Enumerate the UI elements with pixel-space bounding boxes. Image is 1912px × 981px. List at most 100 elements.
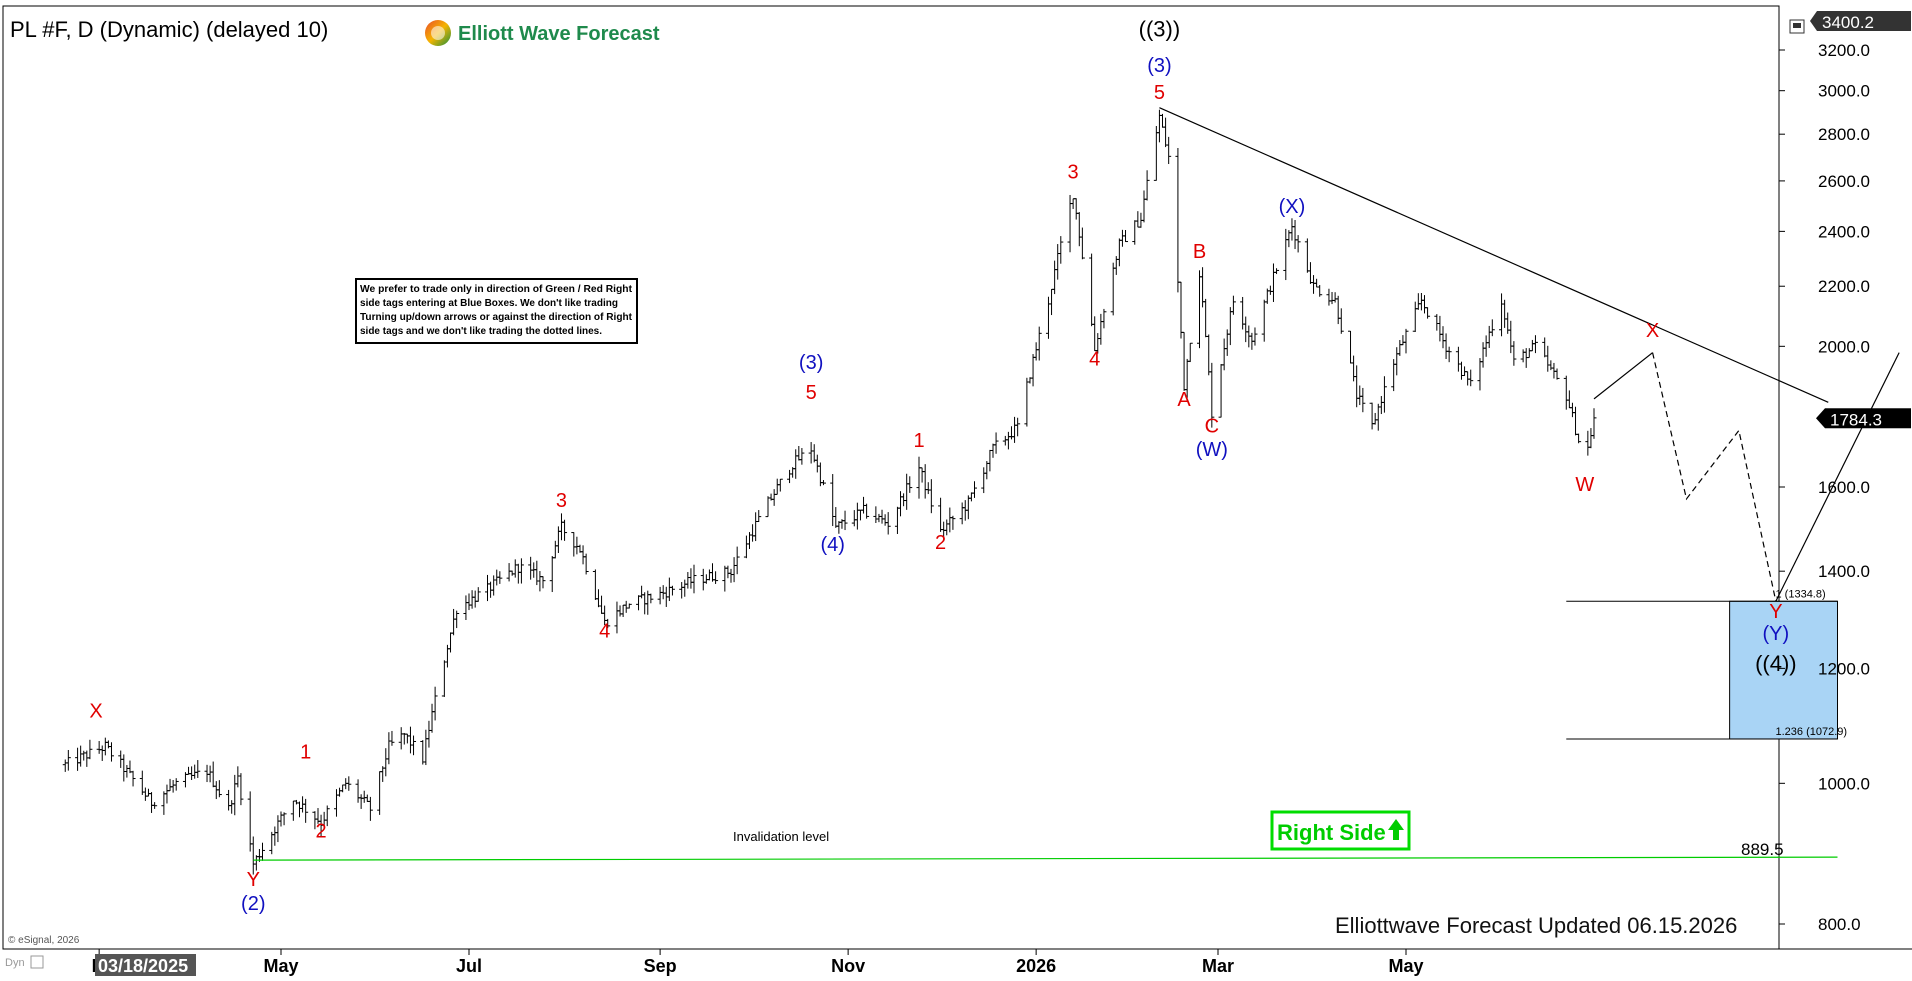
ohlc-bar <box>1079 227 1085 260</box>
ohlc-bar <box>454 610 460 629</box>
ohlc-bar <box>1381 376 1387 413</box>
ohlc-bar <box>1230 295 1236 315</box>
ohlc-bar <box>260 842 266 861</box>
wave-label: ((4)) <box>1755 651 1797 676</box>
updated-text-halo: Elliottwave Forecast Updated 06.15.2026 <box>1335 913 1737 938</box>
ohlc-bar <box>367 796 373 821</box>
ohlc-bar <box>1591 408 1597 439</box>
ohlc-bar <box>152 802 158 809</box>
ohlc-bar <box>411 735 417 756</box>
projection-final-line <box>1775 352 1900 602</box>
ohlc-bar <box>864 503 870 519</box>
ohlc-bar <box>1468 369 1474 387</box>
wave-label: (Y) <box>1763 623 1790 645</box>
ohlc-bar <box>1511 341 1517 366</box>
fib-level-label: 1.236 (1072.9) <box>1776 726 1848 738</box>
y-tick-label: 1600.0 <box>1818 478 1870 497</box>
ohlc-bar <box>324 805 330 827</box>
ohlc-bar <box>562 519 568 541</box>
ohlc-bar <box>583 553 589 575</box>
wave-label: X <box>89 701 102 723</box>
x-tick-label: 2026 <box>1016 956 1056 976</box>
ohlc-bar <box>1166 136 1172 165</box>
wave-label: W <box>1575 474 1594 496</box>
y-tick-label: 2200.0 <box>1818 277 1870 296</box>
y-tick-label: 1200.0 <box>1818 659 1870 678</box>
y-tick-label: 1400.0 <box>1818 562 1870 581</box>
ohlc-bar <box>885 512 891 535</box>
y-tick-label: 2600.0 <box>1818 172 1870 191</box>
ohlc-bar <box>303 798 309 823</box>
x-tick-label: May <box>1388 956 1423 976</box>
time-axis: MMayJulSepNov2026MarMay <box>92 949 1424 976</box>
ohlc-bar <box>1015 417 1021 437</box>
last-price-value: 1784.3 <box>1830 410 1882 429</box>
ohlc-bar <box>756 510 762 523</box>
wave-label: 3 <box>1068 161 1079 183</box>
y-tick-label: 3200.0 <box>1818 41 1870 60</box>
trading-note-line-1: We prefer to trade only in direction of … <box>360 284 633 295</box>
overlay-lines: Invalidation level 889.5 <box>253 107 1900 861</box>
ohlc-bar <box>1554 368 1560 380</box>
wave-label: 2 <box>935 532 946 554</box>
cursor-date: 03/18/2025 <box>98 956 188 976</box>
ohlc-bar <box>971 481 977 498</box>
ohlc-bar <box>238 773 244 806</box>
wave-label: (4) <box>820 534 844 556</box>
x-tick-label: Sep <box>644 956 677 976</box>
last-price-tag <box>1825 408 1911 429</box>
x-tick-label: Mar <box>1202 956 1234 976</box>
ohlc-bar <box>1101 308 1107 329</box>
wave-label: 5 <box>806 382 817 404</box>
x-tick-label: May <box>263 956 298 976</box>
wave-label: Y <box>247 869 260 891</box>
ohlc-bar <box>432 686 438 721</box>
ohlc-bar <box>820 480 826 486</box>
ohlc-bar <box>518 558 524 584</box>
ohlc-bar <box>691 564 697 594</box>
ohlc-bar <box>605 618 611 629</box>
logo-text: Elliott Wave Forecast <box>458 23 660 45</box>
trading-note-border <box>355 278 638 344</box>
wave-label: X <box>1646 320 1659 342</box>
ohlc-bar <box>1489 319 1495 337</box>
settings-icon[interactable] <box>30 955 44 969</box>
top-price-value: 3400.2 <box>1822 13 1874 32</box>
ohlc-bar <box>1144 170 1150 201</box>
ohlc-bar <box>195 760 201 778</box>
y-tick-label: 2000.0 <box>1818 337 1870 356</box>
logo-globe-highlight <box>431 26 445 40</box>
ohlc-bar <box>1123 230 1129 243</box>
ohlc-bar <box>1576 433 1582 444</box>
cursor-date-box <box>95 954 196 976</box>
ohlc-bar <box>842 510 848 531</box>
wave-labels: XY(2)1234(3)5(4)1234((3))(3)5BAC(W)(X)WX… <box>89 16 1796 915</box>
target-box-group: 1 (1334.8) 1.236 (1072.9) <box>1566 588 1848 740</box>
ohlc-bar <box>1036 326 1042 361</box>
trading-note: We prefer to trade only in direction of … <box>355 278 638 344</box>
ohlc-bar <box>777 478 783 492</box>
wave-label: (W) <box>1196 439 1228 461</box>
ohlc-bar <box>734 546 740 575</box>
ohlc-bar <box>281 812 287 826</box>
x-tick-label: Nov <box>831 956 865 976</box>
ohlc-bar <box>713 571 719 584</box>
wave-label: 1 <box>913 430 924 452</box>
y-tick-label: 1000.0 <box>1818 774 1870 793</box>
projection-dashed-line <box>1651 352 1777 602</box>
ohlc-bar <box>1274 268 1280 275</box>
wave-label: 3 <box>556 490 567 512</box>
x-tick-label: Jul <box>456 956 482 976</box>
y-tick-label: 2800.0 <box>1818 125 1870 144</box>
ohlc-bar <box>1532 335 1538 354</box>
updated-text: Elliottwave Forecast Updated 06.15.2026 <box>1335 913 1737 938</box>
window-restore-icon[interactable] <box>1789 19 1805 34</box>
ohlc-bar <box>1058 236 1064 264</box>
right-side-tag-label: Right Side <box>1277 820 1386 845</box>
top-price-tag <box>1817 11 1911 31</box>
up-arrow-icon <box>1388 819 1404 840</box>
ohlc-bar <box>540 576 546 589</box>
ohlc-bar <box>65 750 71 771</box>
